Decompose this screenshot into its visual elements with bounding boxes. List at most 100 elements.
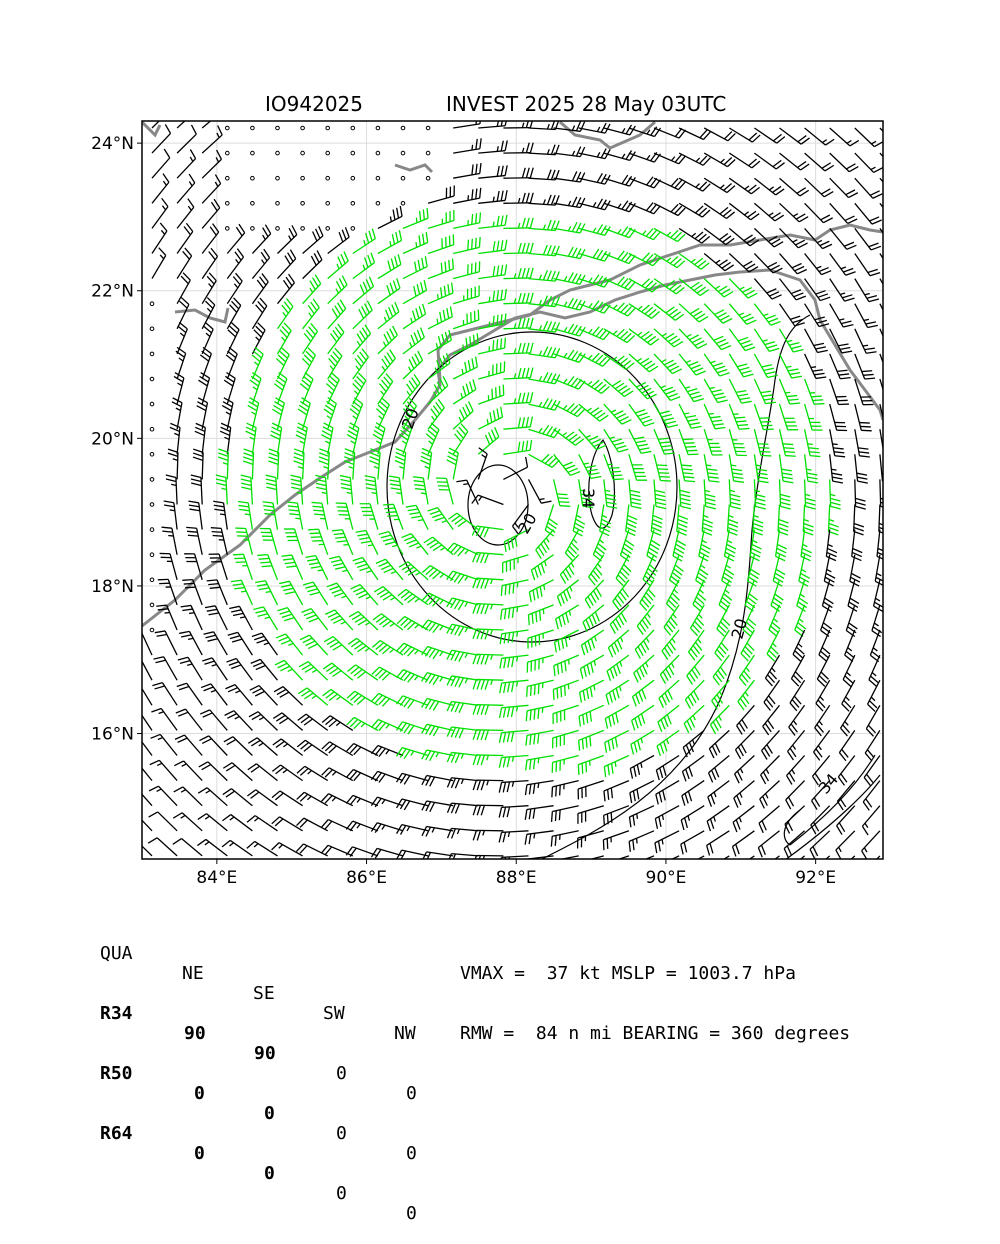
wind-barb	[229, 606, 252, 630]
calm-marker	[226, 151, 230, 155]
wind-barb	[353, 253, 375, 279]
wind-barb	[428, 210, 454, 228]
wind-barb	[629, 831, 654, 852]
wind-barb	[679, 429, 699, 454]
wind-barb	[227, 249, 243, 279]
table-row: R34 90 90 0 0	[100, 984, 143, 1004]
wind-barb	[353, 325, 371, 354]
table-cell: QUA	[100, 944, 133, 964]
wind-barb	[305, 556, 327, 580]
wind-barb	[651, 505, 662, 536]
wind-barb	[130, 631, 152, 656]
wind-barb	[643, 555, 657, 586]
wind-barb	[760, 781, 780, 809]
wind-barb	[630, 756, 654, 779]
wind-barb	[456, 480, 478, 504]
wind-barb	[793, 630, 805, 661]
wind-barb	[862, 806, 879, 835]
wind-barb	[478, 385, 503, 404]
wind-barb	[529, 321, 560, 332]
wind-barb	[654, 153, 686, 164]
wind-barb	[473, 830, 503, 840]
wind-barb	[360, 504, 378, 530]
calm-marker	[301, 227, 305, 231]
wind-barb	[707, 831, 730, 856]
wind-barb	[529, 372, 560, 383]
table-cell: NE	[182, 964, 204, 984]
wind-barb	[287, 502, 302, 530]
wind-barb	[473, 780, 503, 790]
calm-marker	[251, 227, 255, 231]
wind-barb	[162, 527, 178, 555]
wind-barb	[266, 475, 278, 504]
wind-barb	[378, 326, 397, 354]
wind-barb	[328, 348, 342, 379]
wind-barb	[758, 856, 780, 882]
wind-barb	[291, 475, 303, 504]
wind-barb	[275, 660, 303, 680]
wind-barb	[704, 304, 732, 324]
coastline	[142, 122, 883, 626]
calm-marker	[376, 202, 380, 206]
wind-barb	[453, 212, 480, 228]
contour-label: 20	[398, 406, 423, 432]
wind-barb	[125, 760, 152, 781]
wind-barb	[589, 555, 604, 585]
wind-barb	[526, 730, 554, 745]
table-cell: 0	[194, 1084, 205, 1104]
wind-barb	[453, 188, 481, 204]
wind-barb	[581, 630, 603, 655]
wind-barb	[397, 670, 429, 683]
wind-barb	[810, 831, 830, 859]
wind-barb	[855, 404, 872, 431]
wind-barb	[197, 839, 227, 855]
wind-barb	[780, 404, 799, 430]
calm-marker	[426, 151, 430, 155]
wind-barb	[478, 215, 507, 228]
wind-barb	[855, 304, 878, 328]
wind-barb	[424, 537, 453, 555]
wind-barb	[830, 454, 843, 483]
wind-barb	[555, 630, 579, 652]
table-cell: 0	[406, 1144, 417, 1164]
calm-marker	[326, 227, 330, 231]
wind-barb	[252, 249, 269, 279]
calm-marker	[301, 151, 305, 155]
wind-barb	[216, 475, 228, 504]
wind-barb	[635, 630, 654, 659]
wind-barb	[525, 781, 553, 795]
wind-barb	[880, 178, 907, 199]
wind-barb	[610, 605, 629, 634]
wind-barb	[315, 475, 327, 504]
calm-marker	[251, 202, 255, 206]
wind-barb	[654, 454, 671, 481]
wind-barb	[152, 198, 168, 228]
wind-barb	[528, 605, 553, 625]
wind-barb	[529, 296, 560, 307]
wind-barb	[503, 368, 532, 379]
wind-barb	[152, 149, 170, 178]
x-tick-label: 88°E	[496, 868, 537, 888]
wind-barb	[453, 357, 477, 379]
wind-barb	[252, 633, 278, 655]
table-cell: SW	[323, 1004, 345, 1024]
wind-barb	[729, 304, 756, 325]
wind-barb	[321, 820, 352, 831]
wind-barb	[202, 224, 218, 254]
wind-barb	[830, 203, 857, 223]
y-tick-label: 20°N	[91, 429, 134, 449]
wind-barb	[654, 329, 683, 347]
wind-barb	[324, 637, 353, 656]
wind-barb	[655, 831, 679, 853]
wind-barb	[253, 607, 277, 630]
wind-barb	[679, 178, 710, 191]
wind-barb	[681, 831, 704, 855]
wind-barb	[629, 228, 660, 239]
wind-barb	[704, 279, 733, 297]
wind-barb	[199, 762, 228, 781]
wind-barb	[670, 555, 684, 587]
wind-barb	[679, 404, 701, 428]
wind-barb	[682, 756, 704, 782]
wind-barb	[785, 806, 805, 834]
wind-barb	[805, 254, 832, 275]
